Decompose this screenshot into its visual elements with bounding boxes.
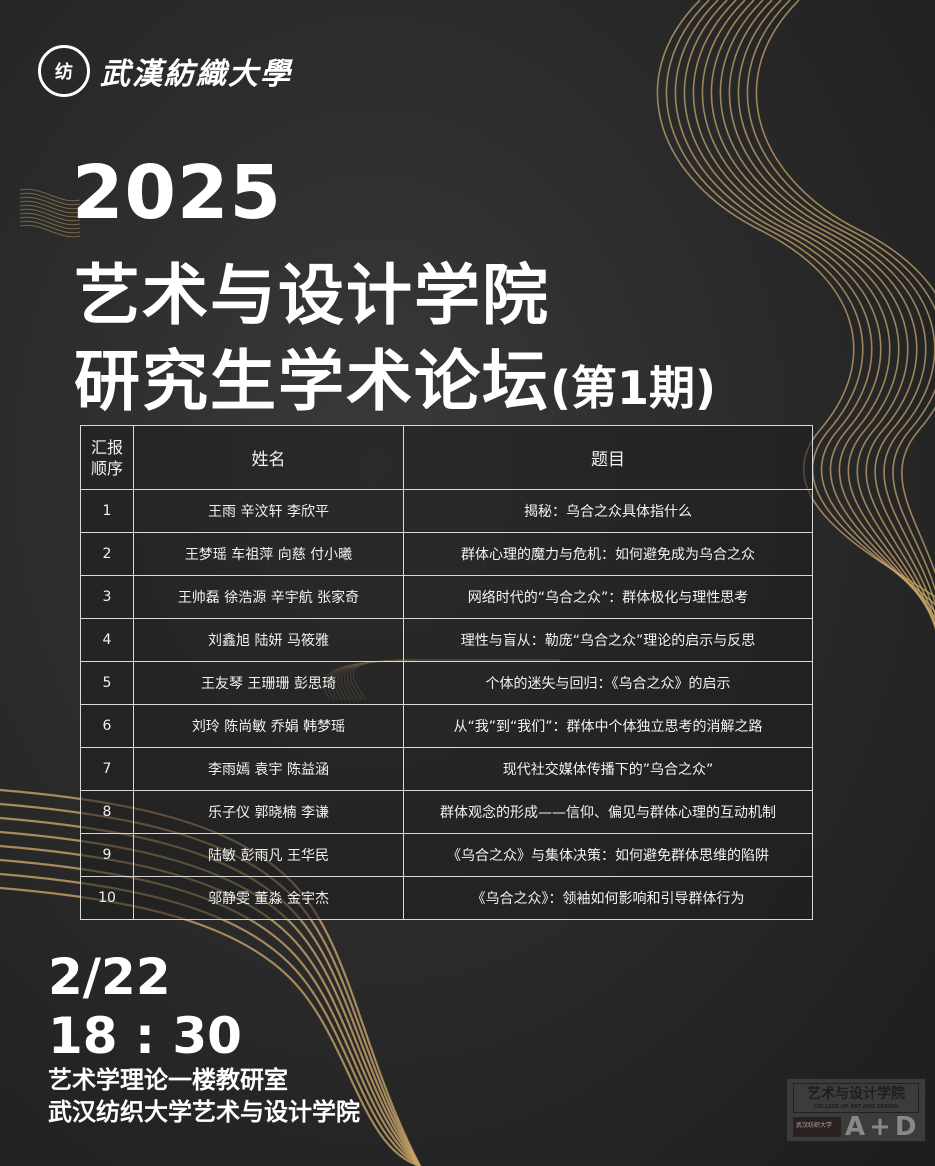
cell-names: 王雨 辛汶轩 李欣平	[133, 489, 404, 533]
table-row: 6 刘玲 陈尚敏 乔娟 韩梦瑶 从“我”到“我们”：群体中个体独立思考的消解之路	[80, 704, 813, 748]
event-organizer: 武汉纺织大学艺术与设计学院	[48, 1098, 360, 1126]
cell-topic: 理性与盲从：勒庞“乌合之众”理论的启示与反思	[403, 618, 813, 662]
cell-names: 王帅磊 徐浩源 辛宇航 张家奇	[133, 575, 404, 619]
badge-subtitle: COLLEGE OF ART AND DESIGN	[813, 1104, 899, 1110]
gold-wave-line	[755, 0, 935, 575]
cell-names: 李雨嫣 袁宇 陈益涵	[133, 747, 404, 791]
forum-issue: (第1期)	[550, 361, 717, 415]
forum-name: 研究生学术论坛	[74, 343, 550, 420]
table-row: 9 陆敏 彭雨凡 王华民 《乌合之众》与集体决策：如何避免群体思维的陷阱	[80, 833, 813, 877]
table-row: 3 王帅磊 徐浩源 辛宇航 张家奇 网络时代的“乌合之众”：群体极化与理性思考	[80, 575, 813, 619]
badge-title: 艺术与设计学院 COLLEGE OF ART AND DESIGN	[793, 1083, 919, 1113]
cell-order: 6	[80, 704, 134, 748]
gold-wave-line	[728, 0, 935, 619]
cell-names: 王友琴 王珊珊 彭思琦	[133, 661, 404, 705]
gold-wave-line	[719, 0, 935, 627]
seal-text: 纺	[55, 62, 73, 83]
gold-wave-line	[19, 192, 81, 206]
gold-wave-line	[19, 212, 81, 226]
cell-names: 邬静雯 董淼 金宇杰	[133, 876, 404, 920]
table-row: 4 刘鑫旭 陆妍 马筱雅 理性与盲从：勒庞“乌合之众”理论的启示与反思	[80, 618, 813, 662]
table-row: 8 乐子仪 郭晓楠 李谦 群体观念的形成——信仰、偏见与群体心理的互动机制	[80, 790, 813, 834]
gold-wave-line	[701, 0, 935, 630]
cell-order: 1	[80, 489, 134, 533]
event-location: 艺术学理论一楼教研室 武汉纺织大学艺术与设计学院	[48, 1064, 360, 1128]
cell-order: 10	[80, 876, 134, 920]
cell-topic: 揭秘：乌合之众具体指什么	[403, 489, 813, 533]
gold-wave-line	[19, 196, 81, 210]
table-header: 汇报顺序 姓名 题目	[80, 425, 813, 490]
table-row: 10 邬静雯 董淼 金宇杰 《乌合之众》：领袖如何影响和引导群体行为	[80, 876, 813, 920]
cell-order: 2	[80, 532, 134, 576]
cell-topic: 现代社交媒体传播下的”乌合之众”	[403, 747, 813, 791]
gold-wave-line	[656, 0, 935, 598]
gold-wave-line	[19, 204, 81, 218]
title-forum: 研究生学术论坛(第1期)	[74, 328, 716, 424]
badge-title-text: 艺术与设计学院	[807, 1086, 905, 1102]
cell-order: 7	[80, 747, 134, 791]
cell-topic: 个体的迷失与回归：《乌合之众》的启示	[403, 661, 813, 705]
cell-order: 5	[80, 661, 134, 705]
cell-order: 9	[80, 833, 134, 877]
cell-order: 4	[80, 618, 134, 662]
title-year: 2025	[72, 150, 282, 236]
gold-wave-line	[19, 208, 81, 222]
gold-wave-line	[19, 216, 81, 230]
cell-topic: 网络时代的“乌合之众”：群体极化与理性思考	[403, 575, 813, 619]
cell-order: 3	[80, 575, 134, 619]
event-date: 2/22	[48, 948, 171, 1006]
event-time: 18 : 30	[48, 1007, 242, 1065]
badge-letters: A+D	[845, 1112, 921, 1142]
cell-names: 刘鑫旭 陆妍 马筱雅	[133, 618, 404, 662]
table-row: 1 王雨 辛汶轩 李欣平 揭秘：乌合之众具体指什么	[80, 489, 813, 533]
university-logo: 纺 武漢紡織大學	[38, 45, 292, 97]
table-row: 2 王梦瑶 车祖萍 向慈 付小曦 群体心理的魔力与危机：如何避免成为乌合之众	[80, 532, 813, 576]
gold-wave-line	[19, 200, 81, 214]
gold-wave-line	[683, 0, 935, 620]
table-row: 7 李雨嫣 袁宇 陈益涵 现代社交媒体传播下的”乌合之众”	[80, 747, 813, 791]
cell-topic: 群体心理的魔力与危机：如何避免成为乌合之众	[403, 532, 813, 576]
gold-wave-line	[674, 0, 935, 613]
gold-wave-line	[692, 0, 935, 626]
table-row: 5 王友琴 王珊珊 彭思琦 个体的迷失与回归：《乌合之众》的启示	[80, 661, 813, 705]
badge-university: 武汉纺织大学	[793, 1117, 841, 1137]
header-order: 汇报顺序	[80, 425, 134, 490]
gold-wave-line	[746, 0, 935, 592]
gold-wave-line	[710, 0, 935, 631]
cell-names: 陆敏 彭雨凡 王华民	[133, 833, 404, 877]
title-college: 艺术与设计学院	[74, 257, 550, 334]
university-seal-icon: 纺	[38, 45, 90, 97]
cell-topic: 从“我”到“我们”：群体中个体独立思考的消解之路	[403, 704, 813, 748]
header-topic: 题目	[403, 425, 813, 490]
gold-wave-line	[19, 188, 81, 202]
gold-wave-line	[19, 220, 81, 234]
gold-wave-line	[19, 224, 81, 238]
cell-topic: 《乌合之众》与集体决策：如何避免群体思维的陷阱	[403, 833, 813, 877]
college-badge-logo: 艺术与设计学院 COLLEGE OF ART AND DESIGN 武汉纺织大学 …	[786, 1078, 926, 1142]
gold-wave-line	[737, 0, 935, 607]
cell-topic: 群体观念的形成——信仰、偏见与群体心理的互动机制	[403, 790, 813, 834]
header-names: 姓名	[133, 425, 404, 490]
schedule-table: 汇报顺序 姓名 题目 1 王雨 辛汶轩 李欣平 揭秘：乌合之众具体指什么 2 王梦瑶 车…	[80, 425, 813, 920]
cell-order: 8	[80, 790, 134, 834]
cell-topic: 《乌合之众》：领袖如何影响和引导群体行为	[403, 876, 813, 920]
event-room: 艺术学理论一楼教研室	[48, 1066, 288, 1094]
cell-names: 王梦瑶 车祖萍 向慈 付小曦	[133, 532, 404, 576]
cell-names: 刘玲 陈尚敏 乔娟 韩梦瑶	[133, 704, 404, 748]
university-name: 武漢紡織大學	[100, 57, 292, 92]
gold-wave-line	[665, 0, 935, 606]
cell-names: 乐子仪 郭晓楠 李谦	[133, 790, 404, 834]
